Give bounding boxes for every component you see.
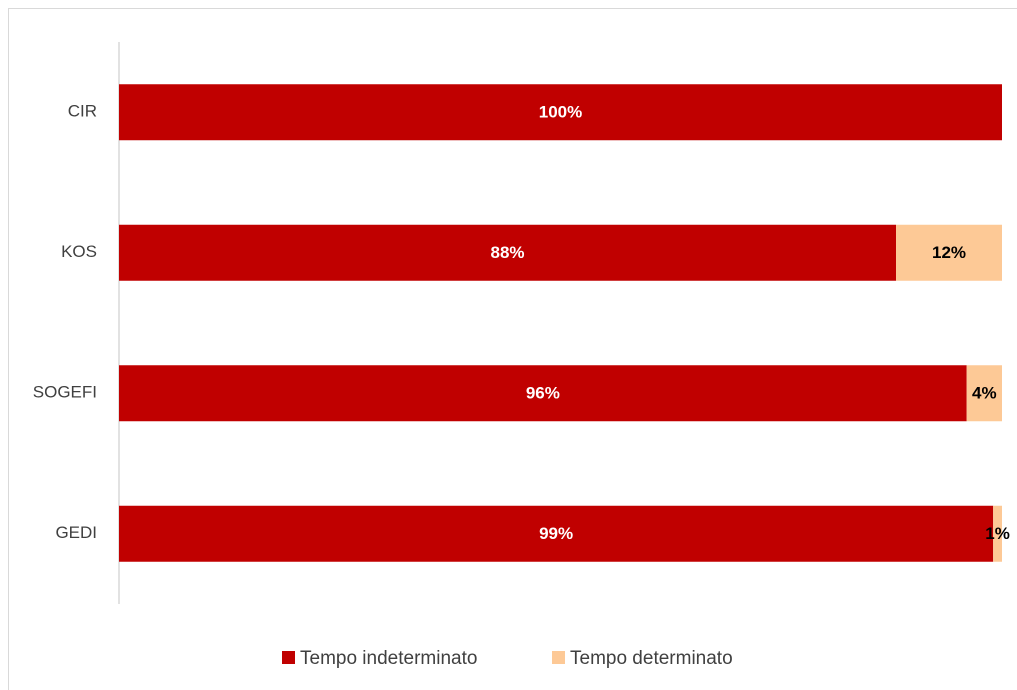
value-label: 99%: [539, 524, 573, 543]
category-label: KOS: [61, 242, 97, 261]
legend-swatch: [282, 651, 295, 664]
chart-border: [8, 8, 1017, 690]
value-label: 100%: [539, 103, 582, 122]
bar-segment: [993, 505, 1002, 562]
category-label: SOGEFI: [33, 383, 97, 402]
bar-segment: [119, 224, 897, 281]
bar-segment: [119, 505, 994, 562]
category-label: GEDI: [55, 523, 97, 542]
bar-segment: [119, 84, 1002, 141]
value-label: 88%: [491, 243, 525, 262]
category-label: CIR: [68, 102, 97, 121]
bar-segment: [896, 224, 1002, 281]
value-label: 12%: [932, 243, 966, 262]
bar-segment: [119, 365, 967, 422]
legend-label: Tempo indeterminato: [300, 648, 477, 669]
value-label: 4%: [972, 384, 997, 403]
legend-label: Tempo determinato: [570, 648, 733, 669]
legend-swatch: [552, 651, 565, 664]
value-label: 96%: [526, 384, 560, 403]
value-label: 1%: [985, 524, 1010, 543]
bar-segment: [966, 365, 1002, 422]
